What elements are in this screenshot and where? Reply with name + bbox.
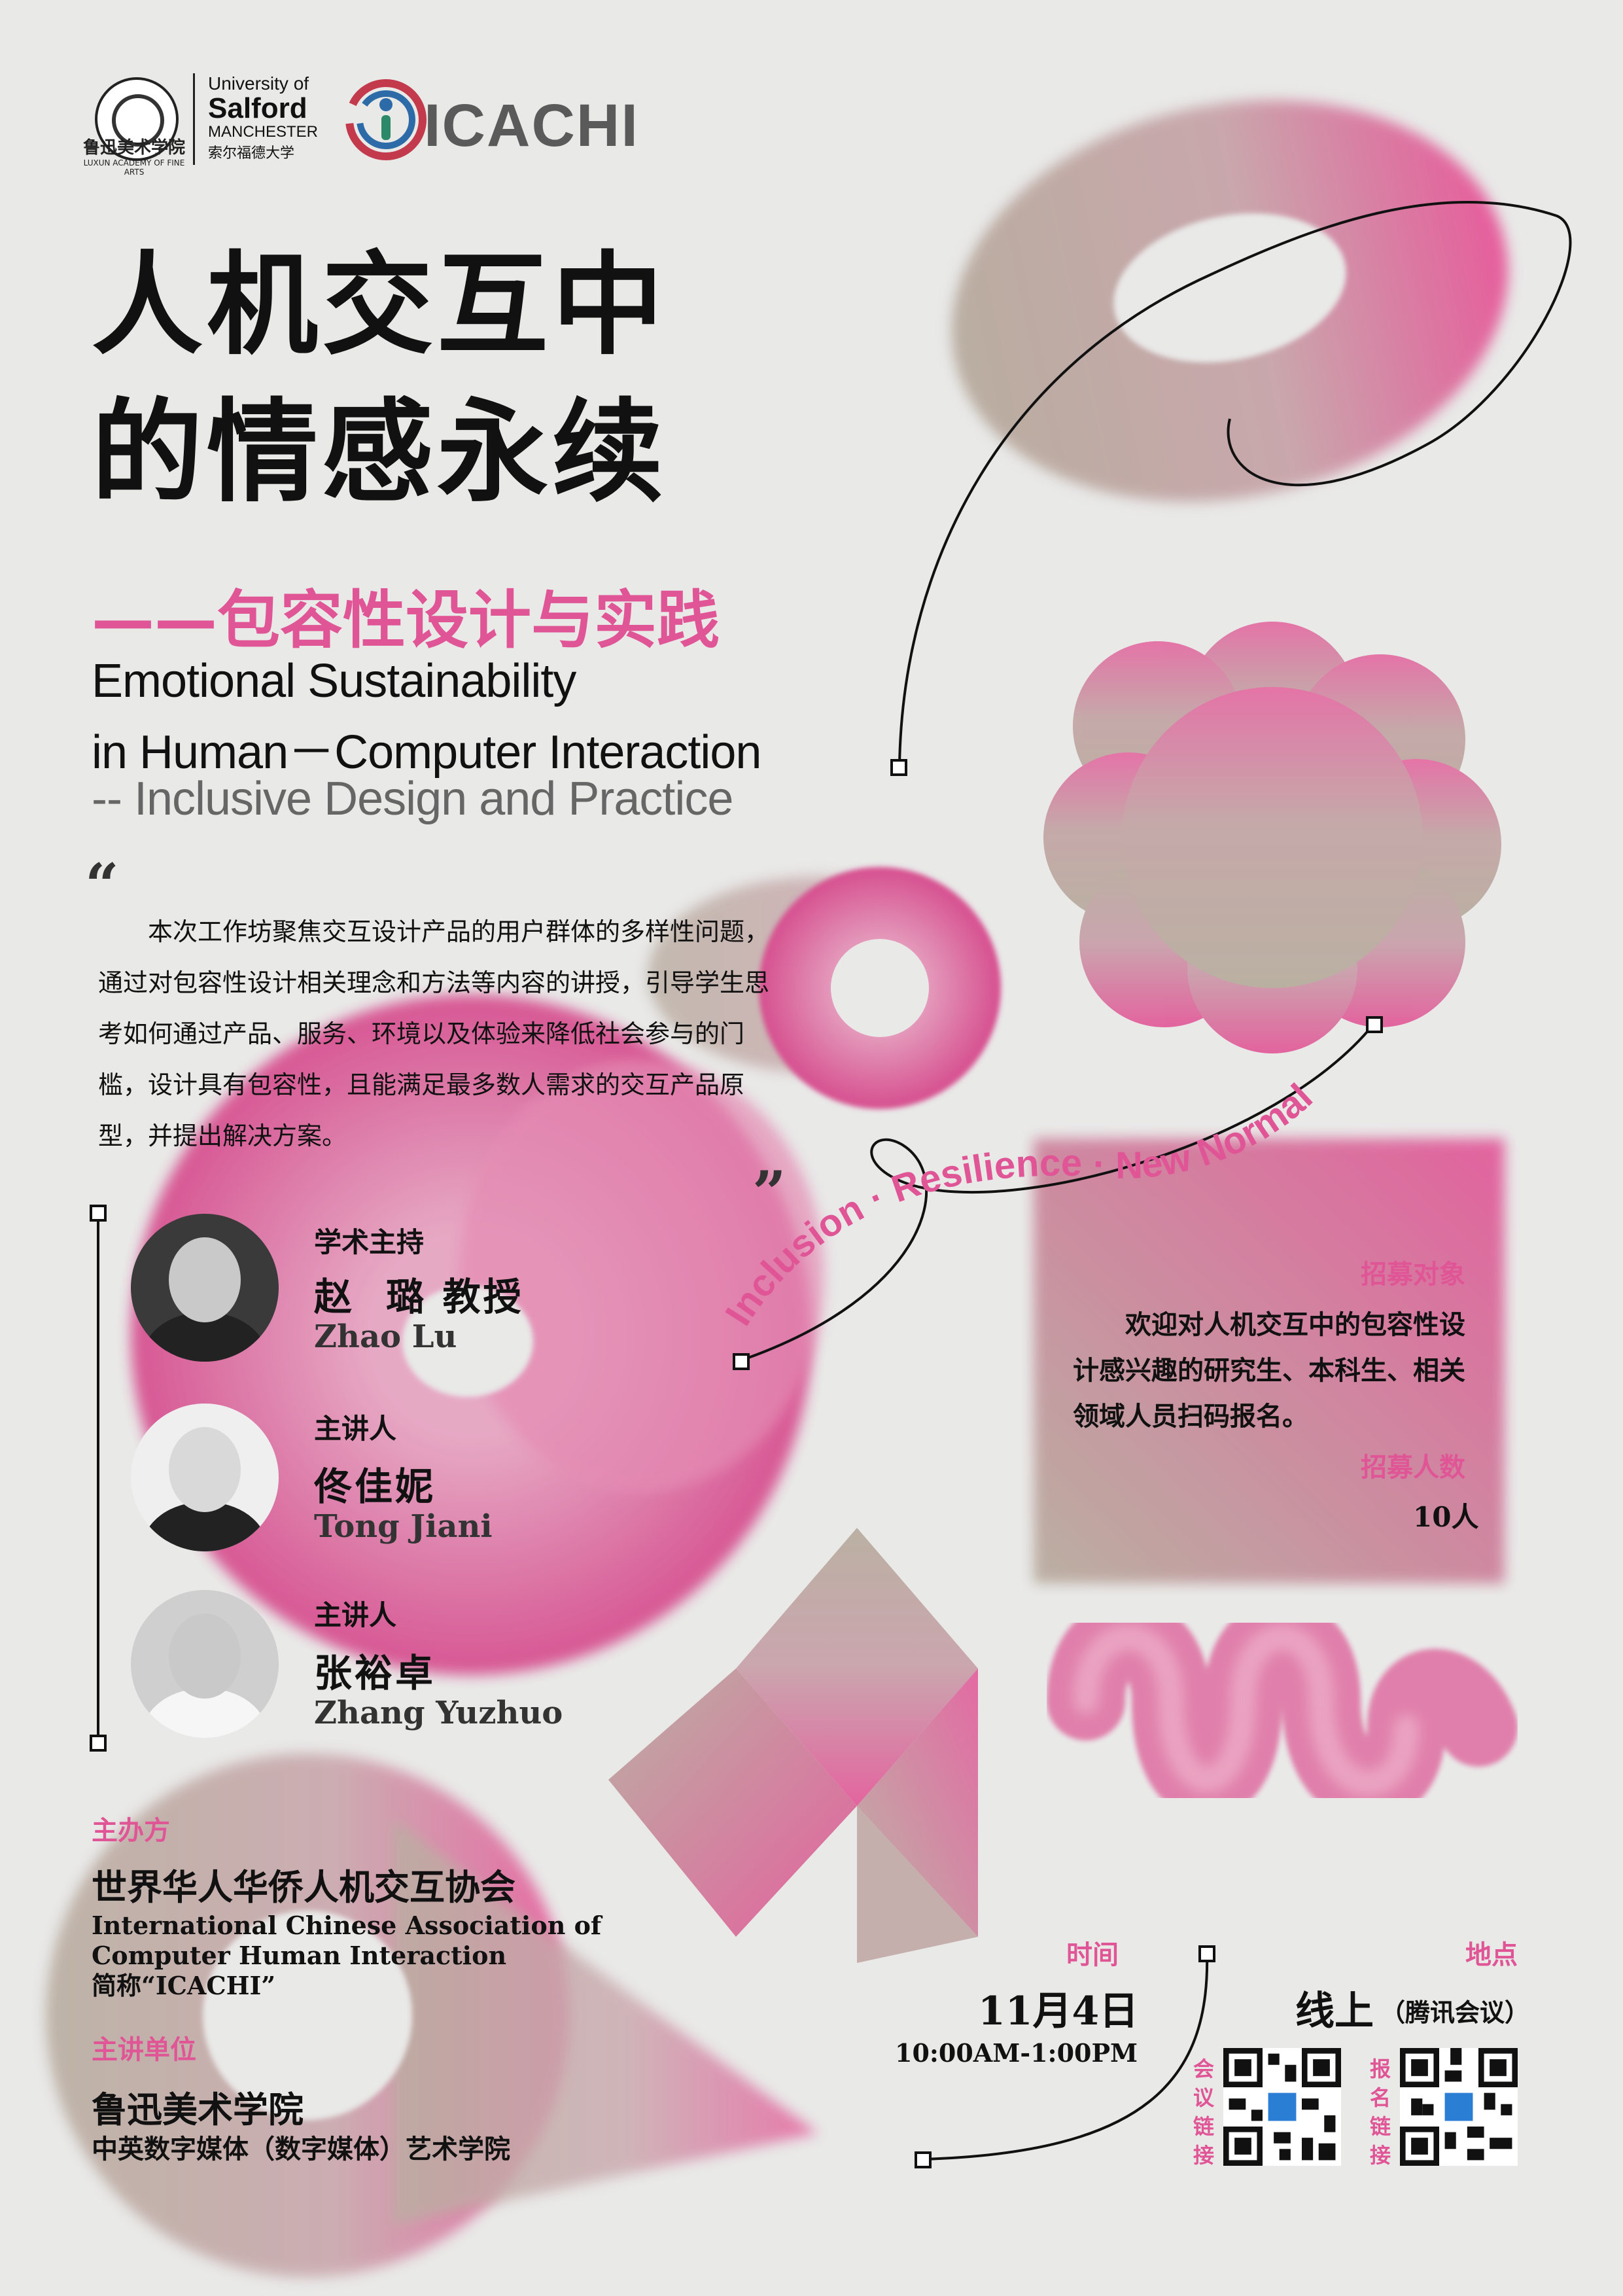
event-place: 线上	[1295, 1988, 1374, 2034]
recruit-target-text: 欢迎对人机交互中的包容性设计感兴趣的研究生、本科生、相关领域人员扫码报名。	[1073, 1309, 1465, 1432]
title-line-2: 的情感永续	[92, 388, 668, 518]
title-en-line-1: Emotional Sustainability	[92, 655, 576, 707]
avatar-tong-jiani	[131, 1404, 279, 1551]
icachi-logo-text: ICACHI	[424, 92, 639, 159]
host-label: 主讲单位	[92, 2035, 196, 2065]
person-2-name: 佟佳妮	[314, 1464, 436, 1509]
place-label: 地点	[1465, 1940, 1518, 1970]
close-quote-icon: ”	[752, 1158, 786, 1227]
subtitle-en: -- Inclusive Design and Practice	[92, 773, 733, 825]
host-name: 鲁迅美术学院	[92, 2089, 304, 2130]
open-quote-icon: “	[85, 851, 119, 920]
organizer-abbr: 简称“ICACHI”	[92, 1971, 276, 2000]
person-1-name: 赵 璐 教授	[314, 1275, 524, 1319]
recruit-count: 10人	[1413, 1501, 1479, 1533]
time-label: 时间	[1066, 1940, 1119, 1970]
logo-divider	[193, 73, 195, 165]
qr-code-meeting-icon[interactable]	[1223, 2048, 1341, 2166]
event-hours: 10:00AM-1:00PM	[895, 2038, 1138, 2068]
person-3-name-en: Zhang Yuzhuo	[314, 1695, 563, 1731]
event-date: 11月4日	[978, 1988, 1139, 2034]
person-2-name-en: Tong Jiani	[314, 1508, 493, 1545]
person-1-role: 学术主持	[314, 1226, 425, 1258]
person-2-role: 主讲人	[314, 1413, 397, 1445]
organizer-label: 主办方	[92, 1816, 170, 1846]
event-place-note: （腾讯会议）	[1380, 1998, 1530, 2027]
qr-signup-label: 报名链接	[1369, 2057, 1391, 2168]
avatar-zhang-yuzhuo	[131, 1590, 279, 1738]
person-1-name-en: Zhao Lu	[314, 1318, 457, 1355]
salford-logo: University of Salford MANCHESTER 索尔福德大学	[208, 73, 319, 161]
school-seal-logo	[95, 77, 179, 161]
host-sub: 中英数字媒体（数字媒体）艺术学院	[92, 2134, 510, 2164]
person-3-name: 张裕卓	[314, 1651, 436, 1695]
title-en-line-2: in Human－Computer Interaction	[92, 726, 761, 779]
organizer-name: 世界华人华侨人机交互协会	[92, 1866, 515, 1908]
intro-paragraph: 本次工作坊聚焦交互设计产品的用户群体的多样性问题，通过对包容性设计相关理念和方法…	[98, 917, 770, 1150]
recruit-count-label: 招募人数	[1361, 1453, 1465, 1483]
organizer-name-en-1: International Chinese Association of	[92, 1911, 602, 1940]
person-3-role: 主讲人	[314, 1599, 397, 1631]
subtitle-cn: ——包容性设计与实践	[92, 584, 720, 657]
qr-code-signup-icon[interactable]	[1400, 2048, 1518, 2166]
organizer-name-en-2: Computer Human Interaction	[92, 1941, 507, 1970]
title-line-1: 人机交互中	[92, 241, 668, 370]
icachi-logo-icon	[345, 79, 427, 160]
avatar-zhao-lu	[131, 1214, 279, 1362]
qr-meeting-label: 会议链接	[1193, 2057, 1214, 2168]
recruit-target-label: 招募对象	[1361, 1260, 1465, 1290]
school-caption: 鲁迅美术学院 LUXUN ACADEMY OF FINE ARTS	[82, 138, 185, 177]
